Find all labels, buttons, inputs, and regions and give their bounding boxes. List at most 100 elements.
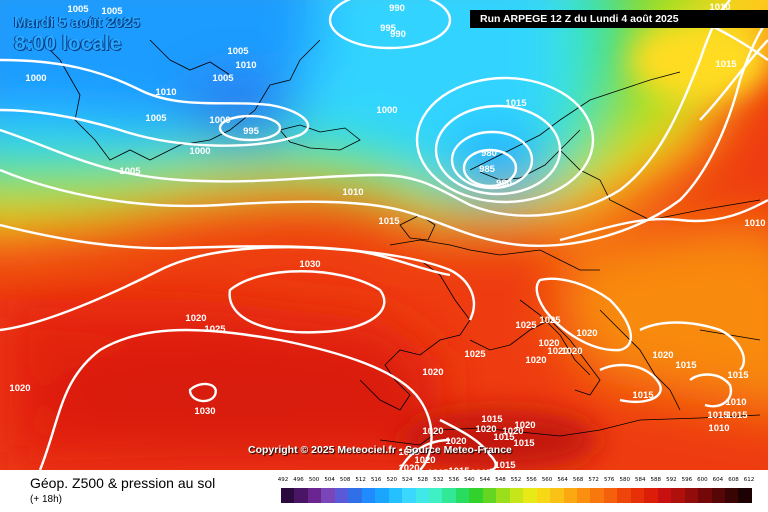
pressure-label: 1015 — [513, 438, 535, 449]
scale-tick-label: 516 — [370, 477, 382, 483]
legend-bar: Géop. Z500 & pression au sol (+ 18h) 492… — [0, 470, 768, 512]
pressure-label: 1020 — [422, 367, 443, 378]
scale-tick-label: 512 — [355, 477, 366, 483]
scale-tick-label: 500 — [308, 477, 320, 483]
scale-swatch — [469, 488, 483, 503]
pressure-label: 1015 — [481, 414, 503, 425]
scale-tick-label: 588 — [650, 477, 662, 483]
valid-date: Mardi 5 août 2025 — [14, 14, 140, 31]
scale-tick-label: 592 — [666, 477, 677, 483]
scale-swatch — [442, 488, 456, 503]
scale-swatch — [388, 488, 403, 503]
scale-swatch — [523, 488, 537, 503]
pressure-label: 1020 — [398, 463, 419, 470]
scale-swatch — [644, 488, 658, 503]
pressure-label: 1020 — [525, 355, 546, 366]
scale-swatch — [738, 488, 752, 503]
scale-swatch — [482, 488, 497, 503]
scale-swatch — [711, 488, 725, 503]
pressure-label: 1025 — [204, 324, 226, 335]
color-scale: 492 496 500 504 508 512 516 520 524 528 532 536 540 5… — [277, 477, 755, 503]
pressure-labels: 1005 100510001005101010051010100510009951… — [9, 2, 765, 470]
pressure-label: 1015 — [726, 410, 748, 421]
scale-swatch — [630, 488, 645, 503]
pressure-label: 1010 — [155, 87, 176, 98]
scale-swatch — [361, 488, 376, 503]
scale-swatch — [576, 488, 591, 503]
map-canvas: 1005 100510001005101010051010100510009951… — [0, 0, 768, 470]
pressure-label: 1000 — [209, 115, 230, 126]
scale-swatch — [657, 488, 672, 503]
coastlines — [39, 39, 761, 446]
scale-tick-label: 496 — [293, 477, 304, 483]
pressure-label: 995 — [243, 126, 260, 137]
scale-tick-label: 540 — [464, 477, 475, 483]
pressure-label: 1025 — [398, 447, 420, 458]
pressure-label: 1020 — [502, 426, 523, 437]
pressure-label: 1000 — [376, 105, 397, 116]
scale-swatch — [590, 488, 604, 503]
pressure-label: 1010 — [342, 187, 363, 198]
valid-time: 8:00 locale — [14, 32, 122, 55]
scale-swatch — [617, 488, 631, 503]
pressure-label: 1000 — [189, 146, 210, 157]
pressure-label: 1005 — [227, 46, 249, 57]
pressure-label: 1015 — [494, 460, 516, 470]
scale-swatch — [536, 488, 551, 503]
scale-swatch — [321, 488, 335, 503]
scale-tick-label: 576 — [603, 477, 615, 483]
scale-tick-label: 544 — [479, 477, 491, 483]
pressure-label: 995 — [380, 23, 397, 34]
color-scale-bar — [281, 488, 752, 503]
run-info: Run ARPEGE 12 Z du Lundi 4 août 2025 — [470, 10, 768, 28]
scale-tick-label: 536 — [448, 477, 460, 483]
scale-swatch — [698, 488, 712, 503]
pressure-label: 1015 — [505, 98, 527, 109]
pressure-label: 1015 — [378, 216, 400, 227]
pressure-label: 1005 — [101, 6, 123, 17]
scale-swatch — [671, 488, 685, 503]
pressure-label: 1020 — [475, 424, 496, 435]
scale-swatch — [496, 488, 510, 503]
scale-swatch — [563, 488, 577, 503]
pressure-label: 1005 — [212, 73, 234, 84]
scale-tick-label: 584 — [635, 477, 646, 483]
scale-tick-label: 604 — [712, 477, 724, 483]
scale-tick-label: 552 — [510, 477, 522, 483]
chart-title: Géop. Z500 & pression au sol — [30, 475, 216, 491]
pressure-label: 985 — [479, 164, 496, 175]
pressure-label: 1010 — [725, 397, 746, 408]
scale-swatch — [307, 488, 322, 503]
scale-tick-label: 560 — [541, 477, 553, 483]
copyright-notice: Copyright © 2025 Meteociel.fr - Source M… — [248, 444, 512, 456]
pressure-label: 1020 — [414, 455, 435, 466]
pressure-label: 1015 — [448, 466, 470, 470]
scale-swatch — [348, 488, 362, 503]
scale-tick-label: 520 — [386, 477, 397, 483]
pressure-label: 1015 — [727, 370, 749, 381]
scale-swatch — [402, 488, 416, 503]
scale-tick-label: 556 — [526, 477, 537, 483]
scale-swatch — [684, 488, 699, 503]
scale-swatch — [455, 488, 470, 503]
pressure-label: 1020 — [422, 426, 443, 437]
pressure-label: 1020 — [514, 420, 535, 431]
pressure-label: 1025 — [515, 320, 537, 331]
scale-swatch — [428, 488, 443, 503]
pressure-label: 1005 — [145, 113, 167, 124]
scale-tick-label: 524 — [402, 477, 413, 483]
pressure-label: 1015 — [675, 360, 697, 371]
pressure-label: 990 — [389, 3, 405, 14]
scale-tick-label: 564 — [557, 477, 568, 483]
pressure-label: 1010 — [744, 218, 765, 229]
scale-tick-label: 532 — [433, 477, 444, 483]
pressure-label: 1020 — [561, 346, 582, 357]
scale-tick-label: 596 — [681, 477, 693, 483]
scale-tick-label: 528 — [417, 477, 429, 483]
scale-tick-label: 548 — [495, 477, 506, 483]
color-scale-labels: 492 496 500 504 508 512 516 520 524 528 532 536 540 5… — [277, 477, 755, 487]
scale-tick-label: 492 — [277, 477, 289, 483]
pressure-label: 980 — [496, 178, 512, 189]
pressure-label: 1015 — [493, 432, 515, 443]
pressure-label: 1020 — [538, 338, 559, 349]
